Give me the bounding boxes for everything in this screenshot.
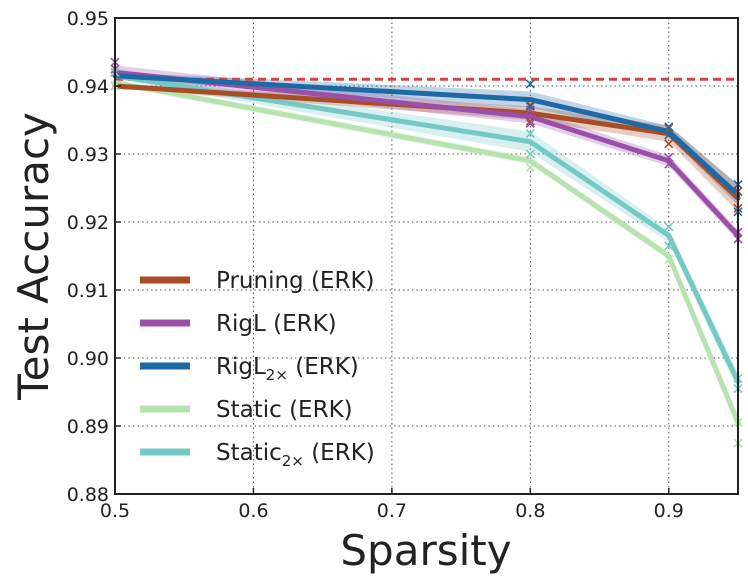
legend-label-pruning: Pruning (ERK) xyxy=(216,268,375,294)
legend-label-rigl: RigL (ERK) xyxy=(216,311,337,337)
y-tick-label: 0.90 xyxy=(67,348,109,370)
run-marker-rigl xyxy=(664,152,674,162)
run-marker-static2x xyxy=(525,129,535,139)
x-axis-label: Sparsity xyxy=(340,526,511,575)
run-marker-rigl xyxy=(664,159,674,169)
series-lines xyxy=(112,69,741,426)
plot-area xyxy=(115,18,738,494)
x-tick-label: 0.6 xyxy=(238,500,268,522)
band-pruning xyxy=(115,83,738,212)
y-tick-label: 0.92 xyxy=(67,212,109,234)
series-line-rigl xyxy=(112,69,741,239)
x-tick-label: 0.7 xyxy=(377,500,407,522)
band-rigl2x xyxy=(115,72,738,206)
axes-frame xyxy=(114,17,739,495)
y-tick-label: 0.91 xyxy=(67,280,109,302)
run-marker-rigl2x xyxy=(525,101,535,111)
y-tick-label: 0.89 xyxy=(67,416,109,438)
series-line-static2x xyxy=(112,73,741,385)
run-marker-static xyxy=(664,254,674,264)
legend-label-rigl2x: RigL2× (ERK) xyxy=(216,354,359,384)
series-line-static xyxy=(112,80,741,426)
grid xyxy=(115,18,738,494)
band-rigl xyxy=(115,65,738,242)
series-line-rigl2x xyxy=(112,73,741,198)
run-marker-static xyxy=(525,163,535,173)
run-marker-rigl2x xyxy=(664,130,674,140)
run-marker-static2x xyxy=(664,241,674,251)
y-tick-label: 0.88 xyxy=(67,484,109,506)
run-marker-pruning xyxy=(664,123,674,133)
x-tick-label: 0.9 xyxy=(654,500,684,522)
x-tick-label: 0.5 xyxy=(100,500,130,522)
run-marker-pruning xyxy=(525,116,535,126)
x-tick-label: 0.8 xyxy=(515,500,545,522)
legend-label-static2x: Static2× (ERK) xyxy=(216,440,375,470)
legend-label-static: Static (ERK) xyxy=(216,397,353,423)
run-marker-rigl xyxy=(525,105,535,115)
y-axis-label: Test Accuracy xyxy=(9,112,58,401)
run-marker-static2x xyxy=(664,222,674,232)
legend: Pruning (ERK) RigL (ERK) RigL2× (ERK) St… xyxy=(140,268,375,470)
y-tick-label: 0.95 xyxy=(67,8,109,30)
run-marker-rigl2x xyxy=(664,122,674,132)
y-tick-label: 0.94 xyxy=(67,76,109,98)
run-marker-rigl xyxy=(525,118,535,128)
run-marker-pruning xyxy=(664,139,674,149)
run-marker-rigl2x xyxy=(525,79,535,89)
axis-ticks: 0.5 0.6 0.7 0.8 0.9 0.88 0.89 0.90 0.91 0.92 0.93 0… xyxy=(67,8,684,522)
confidence-bands xyxy=(115,65,738,431)
run-marker-static2x xyxy=(525,149,535,159)
y-tick-label: 0.93 xyxy=(67,144,109,166)
